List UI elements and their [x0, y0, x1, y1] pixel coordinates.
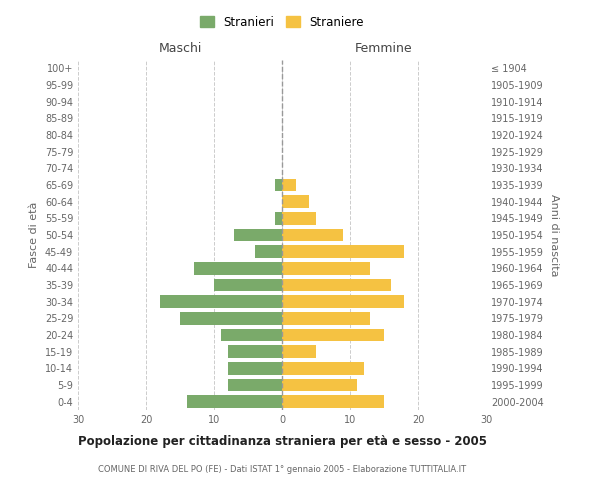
- Bar: [282, 312, 370, 324]
- Text: Femmine: Femmine: [355, 42, 413, 55]
- Bar: [227, 362, 282, 374]
- Bar: [275, 179, 282, 192]
- Bar: [187, 396, 282, 408]
- Y-axis label: Fasce di età: Fasce di età: [29, 202, 39, 268]
- Bar: [227, 346, 282, 358]
- Legend: Stranieri, Straniere: Stranieri, Straniere: [195, 11, 369, 34]
- Bar: [282, 346, 316, 358]
- Text: Popolazione per cittadinanza straniera per età e sesso - 2005: Popolazione per cittadinanza straniera p…: [77, 435, 487, 448]
- Y-axis label: Anni di nascita: Anni di nascita: [549, 194, 559, 276]
- Bar: [282, 329, 384, 341]
- Bar: [282, 229, 343, 241]
- Bar: [235, 229, 282, 241]
- Bar: [160, 296, 282, 308]
- Text: COMUNE DI RIVA DEL PO (FE) - Dati ISTAT 1° gennaio 2005 - Elaborazione TUTTITALI: COMUNE DI RIVA DEL PO (FE) - Dati ISTAT …: [98, 465, 466, 474]
- Bar: [282, 196, 309, 208]
- Bar: [194, 262, 282, 274]
- Bar: [282, 279, 391, 291]
- Bar: [214, 279, 282, 291]
- Text: Maschi: Maschi: [158, 42, 202, 55]
- Bar: [282, 212, 316, 224]
- Bar: [282, 362, 364, 374]
- Bar: [221, 329, 282, 341]
- Bar: [282, 246, 404, 258]
- Bar: [255, 246, 282, 258]
- Bar: [282, 179, 296, 192]
- Bar: [282, 379, 357, 391]
- Bar: [275, 212, 282, 224]
- Bar: [180, 312, 282, 324]
- Bar: [227, 379, 282, 391]
- Bar: [282, 296, 404, 308]
- Bar: [282, 396, 384, 408]
- Bar: [282, 262, 370, 274]
